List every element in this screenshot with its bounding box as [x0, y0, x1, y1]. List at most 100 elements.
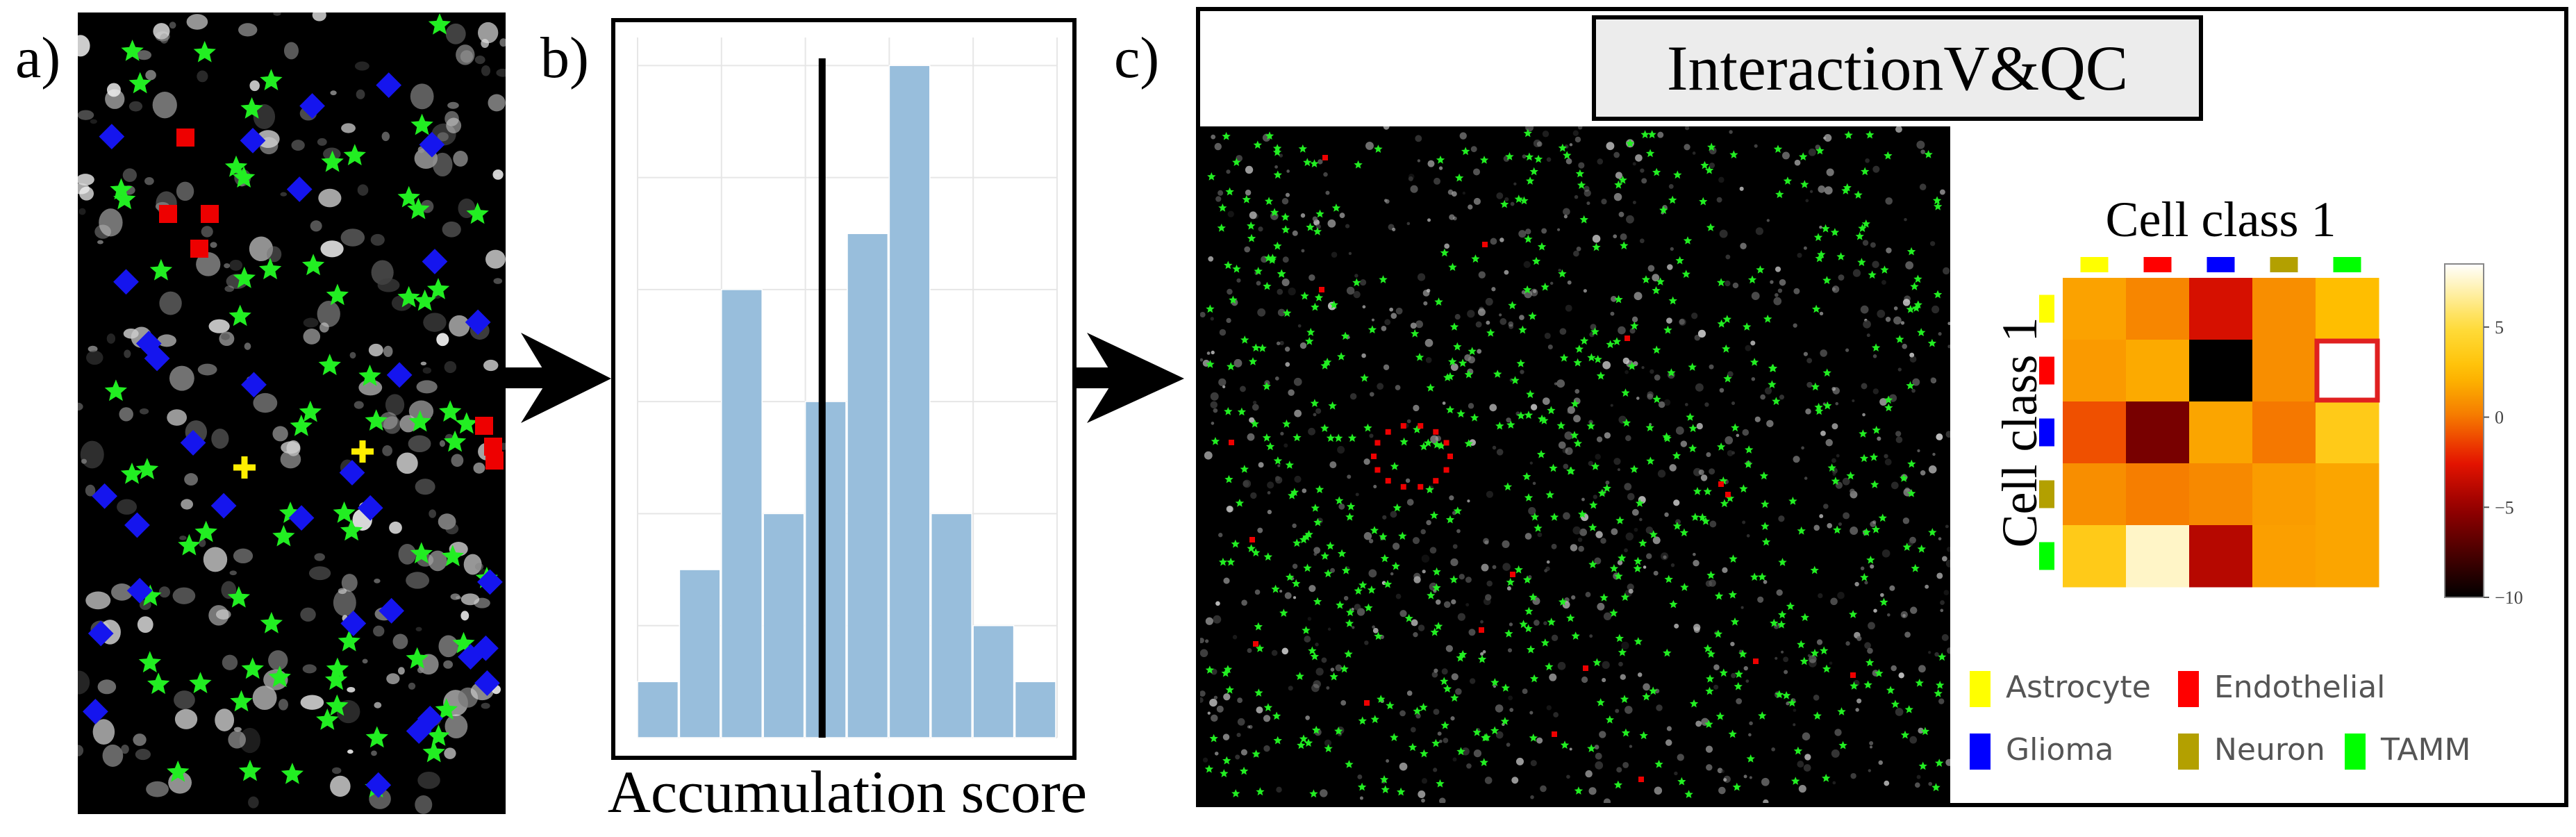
tamm-marker [1699, 197, 1708, 206]
tamm-marker [1587, 353, 1596, 362]
nucleus [1267, 509, 1272, 515]
nucleus [1410, 322, 1417, 329]
tamm-marker [260, 69, 283, 90]
nucleus [1338, 503, 1345, 510]
nucleus [1604, 432, 1611, 439]
nucleus [1805, 199, 1809, 203]
nucleus [408, 682, 416, 690]
tamm-marker [1703, 644, 1712, 653]
nucleus [1567, 280, 1572, 285]
nucleus [1551, 543, 1557, 549]
tamm-marker [1734, 670, 1743, 678]
tamm-marker [1341, 566, 1351, 574]
tamm-marker [1326, 433, 1336, 442]
tamm-marker [1256, 787, 1265, 796]
nucleus [1276, 786, 1282, 793]
nucleus [1412, 537, 1420, 545]
tamm-marker [1206, 360, 1215, 368]
tamm-marker [1621, 388, 1630, 397]
nucleus [1570, 544, 1578, 552]
nucleus [1781, 151, 1790, 160]
nucleus [1831, 285, 1840, 293]
nucleus [1351, 607, 1354, 611]
nucleus [357, 184, 369, 196]
tamm-marker [1642, 692, 1651, 701]
tamm-marker [1273, 170, 1282, 179]
nucleus [1581, 676, 1588, 683]
tamm-marker [1377, 695, 1386, 703]
nucleus [1862, 240, 1869, 246]
tamm-marker [1677, 777, 1686, 786]
tamm-marker [1500, 199, 1509, 208]
nucleus [417, 667, 424, 674]
heatmap-cell [2189, 401, 2253, 464]
tamm-marker [232, 166, 256, 188]
nucleus [308, 566, 331, 581]
tamm-marker [1615, 516, 1624, 524]
nucleus [1803, 351, 1808, 356]
nucleus [78, 35, 90, 57]
tamm-marker [1846, 471, 1855, 480]
tamm-marker [1531, 256, 1541, 265]
tamm-marker [167, 760, 190, 782]
nucleus [319, 322, 329, 333]
nucleus [1616, 767, 1622, 773]
nucleus [222, 654, 238, 670]
tamm-marker [343, 144, 366, 165]
nucleus [169, 22, 176, 29]
nucleus [1786, 702, 1790, 706]
tamm-marker [1320, 424, 1329, 432]
tamm-marker [1630, 321, 1639, 330]
nucleus [1499, 313, 1502, 317]
nucleus [1244, 246, 1251, 253]
tamm-marker [1398, 531, 1407, 540]
tamm-marker [1574, 786, 1584, 795]
tamm-marker [1434, 297, 1443, 306]
tamm-marker [1906, 381, 1915, 390]
tamm-marker [1635, 499, 1645, 507]
tamm-marker [1850, 681, 1859, 690]
nucleus [1502, 563, 1511, 571]
nucleus [1482, 650, 1486, 654]
nucleus [1665, 739, 1672, 746]
nucleus [370, 233, 385, 246]
panel-a-micrograph [78, 13, 506, 814]
tamm-marker [1458, 358, 1468, 367]
tamm-marker [1615, 633, 1624, 643]
nucleus [1355, 492, 1359, 497]
nucleus [1823, 136, 1827, 140]
tamm-marker [1716, 278, 1726, 287]
nucleus [1827, 523, 1833, 529]
nucleus [90, 119, 97, 124]
tamm-marker [1310, 652, 1320, 661]
nucleus [1312, 216, 1318, 222]
tamm-marker [427, 724, 450, 746]
tamm-marker [1516, 359, 1525, 367]
nucleus [1465, 603, 1470, 607]
nucleus [1670, 563, 1675, 567]
tamm-marker [1865, 658, 1875, 667]
nucleus [203, 547, 228, 572]
tamm-marker [1272, 711, 1281, 720]
nucleus [1674, 623, 1679, 629]
nucleus [460, 593, 480, 606]
tamm-marker [1588, 560, 1597, 568]
tamm-marker [1854, 190, 1863, 199]
nucleus [123, 328, 139, 339]
nucleus [1529, 461, 1533, 465]
nucleus [137, 616, 153, 633]
nucleus [1389, 307, 1394, 312]
tamm-marker [1933, 290, 1943, 299]
tamm-marker [1379, 532, 1388, 541]
tamm-marker [1217, 223, 1226, 232]
nucleus [1424, 338, 1434, 347]
tamm-marker [1811, 382, 1820, 391]
nucleus [438, 513, 456, 530]
nucleus [1872, 354, 1877, 358]
nucleus [1352, 626, 1355, 629]
tamm-marker [1625, 139, 1635, 147]
nucleus [1893, 306, 1898, 310]
nucleus [1263, 715, 1271, 722]
nucleus [229, 259, 243, 271]
